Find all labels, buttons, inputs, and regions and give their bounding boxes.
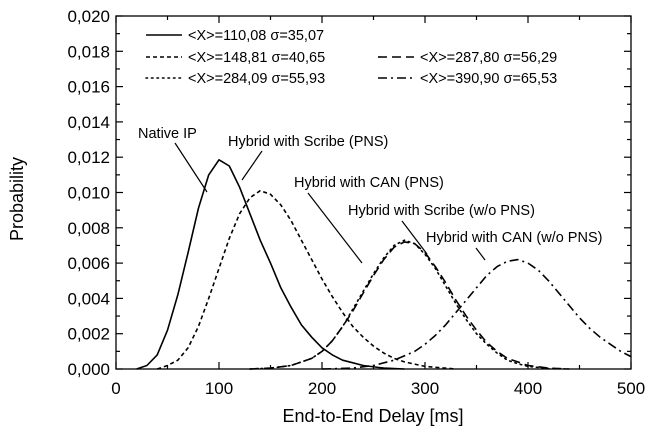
curve-label-pointer-5: [475, 247, 486, 261]
curve-label-3: Hybrid with CAN (PNS): [294, 175, 444, 191]
legend-label-3: <X>=287,80 σ=56,29: [420, 50, 557, 66]
x-axis-title: End-to-End Delay [ms]: [282, 406, 463, 426]
curve-label-pointer-3: [307, 192, 363, 264]
curve-label-pointer-2: [241, 150, 263, 181]
y-tick-label: 0,004: [67, 289, 110, 308]
series-layer: [136, 159, 632, 370]
legend-label-1: <X>=110,08 σ=35,07: [188, 28, 324, 44]
x-tick-label: 400: [514, 379, 542, 398]
y-axis: 0,000 0,002 0,004 0,006 0,008 0,010 0,012 0,014…: [67, 7, 631, 379]
x-tick-label: 100: [205, 379, 233, 398]
series-line-1: [136, 159, 405, 370]
series-line-5: [321, 258, 632, 370]
series-line-3: [249, 241, 570, 370]
y-tick-label: 0,020: [67, 7, 110, 26]
legend-label-2: <X>=148,81 σ=40,65: [188, 50, 325, 66]
plot-frame: [115, 15, 632, 370]
x-tick-label: 300: [411, 379, 439, 398]
y-tick-label: 0,018: [67, 42, 110, 61]
y-tick-label: 0,016: [67, 78, 110, 97]
curve-label-pointer-4: [401, 220, 428, 255]
x-tick-label: 500: [617, 379, 645, 398]
legend: <X>=110,08 σ=35,07 <X>=148,81 σ=40,65 <X>=…: [145, 28, 557, 87]
series-line-2: [156, 189, 456, 370]
y-tick-label: 0,014: [67, 113, 110, 132]
x-axis: 0 100 200 300 400 500: [111, 16, 645, 398]
y-axis-title: Probability: [7, 157, 27, 241]
curve-label-4: Hybrid with Scribe (w/o PNS): [348, 203, 535, 219]
annotations: Native IP Hybrid with Scribe (PNS) Hybrid …: [138, 126, 602, 264]
curve-label-1: Native IP: [138, 126, 197, 142]
curve-label-5: Hybrid with CAN (w/o PNS): [426, 230, 602, 246]
x-tick-label: 200: [308, 379, 336, 398]
y-tick-label: 0,000: [67, 360, 110, 379]
y-tick-label: 0,012: [67, 148, 110, 167]
plot-area: [115, 15, 632, 370]
y-tick-label: 0,010: [67, 184, 110, 203]
legend-label-4: <X>=284,09 σ=55,93: [188, 71, 325, 87]
x-tick-label: 0: [111, 379, 120, 398]
series-line-4: [249, 239, 570, 370]
legend-label-5: <X>=390,90 σ=65,53: [420, 71, 557, 87]
y-tick-label: 0,006: [67, 254, 110, 273]
y-tick-label: 0,008: [67, 219, 110, 238]
curve-label-2: Hybrid with Scribe (PNS): [228, 134, 388, 150]
y-tick-label: 0,002: [67, 325, 110, 344]
curve-label-pointer-1: [174, 142, 208, 193]
